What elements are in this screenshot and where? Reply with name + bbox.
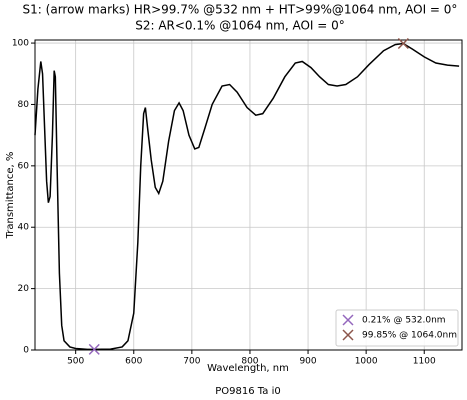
legend-icon	[342, 314, 354, 326]
marker	[88, 343, 100, 355]
x-tick-label: 600	[125, 357, 142, 367]
line	[34, 42, 460, 351]
footer: PO9816 Ta i0	[215, 386, 280, 397]
legend-label: 99.85% @ 1064.0nm	[362, 331, 457, 341]
x-axis-label: Wavelength, nm	[207, 363, 289, 374]
x-tick-label: 1100	[413, 357, 436, 367]
x-tick-label: 900	[299, 357, 316, 367]
y-tick-label: 20	[18, 284, 30, 294]
y-tick-label: 0	[23, 346, 29, 356]
x-tick-label: 1000	[355, 357, 378, 367]
legend-label: 0.21% @ 532.0nm	[362, 316, 446, 326]
chart-title: S1: (arrow marks) HR>99.7% @532 nm + HT>…	[23, 3, 458, 17]
y-tick-label: 60	[18, 161, 30, 171]
y-tick-label: 40	[18, 223, 30, 233]
y-tick-label: 80	[18, 100, 30, 110]
legend-icon	[342, 329, 354, 341]
plot-frame	[34, 39, 463, 351]
x-tick-label: 700	[183, 357, 200, 367]
marker	[397, 37, 409, 50]
y-tick-label: 100	[12, 39, 29, 49]
legend-box	[335, 309, 459, 347]
x-tick-label: 800	[241, 357, 258, 367]
chart-title: S2: AR<0.1% @1064 nm, AOI = 0°	[135, 19, 345, 33]
y-axis-label: Transmittance, %	[5, 152, 16, 240]
x-tick-label: 500	[67, 357, 84, 367]
